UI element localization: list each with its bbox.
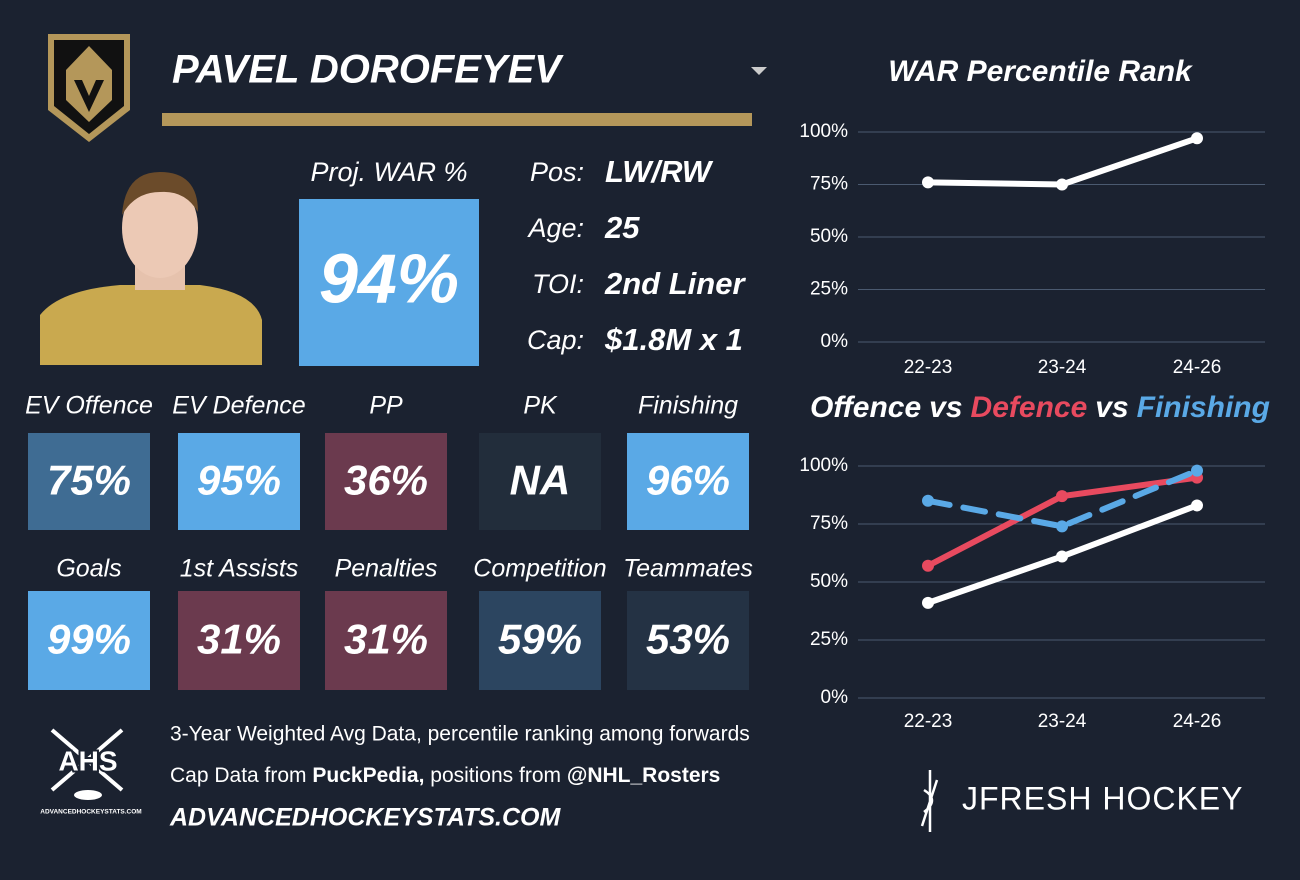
footer-line2: Cap Data from PuckPedia, positions from … [170, 764, 720, 787]
tile-value: 75% [47, 457, 131, 504]
y-tick-label: 50% [810, 571, 848, 592]
tile-box [28, 433, 150, 530]
series-point [922, 596, 934, 609]
player-name: PAVEL DOROFEYEV [172, 48, 564, 92]
info-label: Cap: [527, 325, 584, 355]
y-tick-label: 0% [821, 687, 849, 708]
info-label: TOI: [532, 269, 584, 299]
tile-box [479, 591, 601, 690]
tile-value: 53% [646, 616, 730, 663]
tile-value: 31% [344, 616, 428, 663]
proj-value: 94% [319, 239, 459, 317]
footer-line1: 3-Year Weighted Avg Data, percentile ran… [170, 723, 750, 746]
info-value: 25 [604, 210, 640, 245]
dropdown-arrow[interactable] [751, 67, 767, 75]
series-point [1191, 464, 1203, 477]
x-tick-label: 24-26 [1173, 711, 1222, 732]
series-point [1191, 132, 1203, 145]
tile-label: 1st Assists [180, 555, 299, 583]
team-logo [48, 34, 130, 142]
tile-box [325, 591, 447, 690]
x-tick-label: 23-24 [1038, 357, 1087, 378]
y-tick-label: 100% [799, 455, 848, 476]
tile-value: 96% [646, 457, 730, 504]
footer-text: Cap Data from [170, 764, 312, 787]
footer-text: positions from [424, 764, 566, 787]
tile-box [627, 591, 749, 690]
x-tick-label: 22-23 [904, 711, 953, 732]
tile-label: PP [369, 392, 403, 420]
y-tick-label: 25% [810, 279, 848, 300]
y-tick-label: 75% [810, 174, 848, 195]
series-line [925, 467, 1200, 530]
tile-box [627, 433, 749, 530]
ahs-logo-small: ADVANCEDHOCKEYSTATS.COM [40, 809, 141, 816]
x-tick-label: 23-24 [1038, 711, 1087, 732]
player-photo [40, 172, 262, 365]
y-tick-label: 0% [821, 331, 849, 352]
charts: 0% 25% 50% 75% 100% 22-23 23-24 24-26 0% 25% 50% 75… [799, 121, 1265, 732]
tile-label: Teammates [623, 555, 753, 583]
y-tick-label: 100% [799, 121, 848, 142]
tile-value: NA [510, 457, 571, 504]
jfresh-logo [920, 770, 939, 832]
brand: JFRESH HOCKEY [962, 780, 1243, 816]
tile-value: 95% [197, 457, 281, 504]
tile-label: Penalties [335, 555, 438, 583]
info-label: Age: [526, 213, 584, 243]
tile-box [325, 433, 447, 530]
proj-box [299, 199, 479, 366]
tile-label: Finishing [638, 392, 738, 420]
proj-label: Proj. WAR % [310, 157, 467, 187]
info-value: 2nd Liner [604, 266, 746, 301]
tile-box [178, 433, 300, 530]
footer-link[interactable]: PuckPedia, [312, 764, 424, 787]
series-point [1056, 178, 1068, 191]
y-tick-label: 50% [810, 226, 848, 247]
tile-label: EV Defence [172, 392, 305, 420]
series-point [1056, 490, 1068, 503]
legend-offence: Offence [810, 391, 921, 424]
ahs-logo-text: AHS [58, 745, 117, 776]
series-point [1056, 550, 1068, 563]
tile-label: EV Offence [25, 392, 153, 420]
series-point [922, 494, 934, 507]
gold-bar [162, 113, 752, 126]
tile-box [479, 433, 601, 530]
chart-title: Offence vs Defence vs Finishing [810, 391, 1270, 424]
series-point [1191, 499, 1203, 512]
series-point [1056, 520, 1068, 533]
x-tick-label: 24-26 [1173, 357, 1222, 378]
chart-title: WAR Percentile Rank [888, 55, 1193, 88]
footer-link[interactable]: @NHL_Rosters [567, 764, 721, 787]
tile-value: 31% [197, 616, 281, 663]
info: Pos: LW/RW Age: 25 TOI: 2nd Liner Cap: $1.8M x … [526, 154, 746, 357]
tile-box [178, 591, 300, 690]
title-joiner: vs [929, 391, 962, 424]
tile-value: 99% [47, 616, 131, 663]
tile-box [28, 591, 150, 690]
tile-label: PK [523, 392, 558, 420]
footer-site[interactable]: ADVANCEDHOCKEYSTATS.COM [169, 804, 561, 832]
info-value: $1.8M x 1 [604, 322, 743, 357]
title-joiner: vs [1095, 391, 1128, 424]
legend-defence: Defence [971, 391, 1088, 424]
tile-label: Goals [56, 555, 121, 583]
tile-value: 36% [344, 457, 428, 504]
legend-finishing: Finishing [1137, 391, 1270, 424]
info-label: Pos: [530, 157, 584, 187]
ahs-logo [50, 728, 124, 800]
x-tick-label: 22-23 [904, 357, 953, 378]
y-tick-label: 25% [810, 629, 848, 650]
tile-label: Competition [473, 555, 606, 583]
series-point [922, 559, 934, 572]
info-value: LW/RW [605, 154, 714, 189]
series-point [922, 176, 934, 189]
y-tick-label: 75% [810, 513, 848, 534]
tile-value: 59% [498, 616, 582, 663]
tiles: EV Offence 75% EV Defence 95% PP 36% PK NA Finis… [25, 392, 753, 690]
